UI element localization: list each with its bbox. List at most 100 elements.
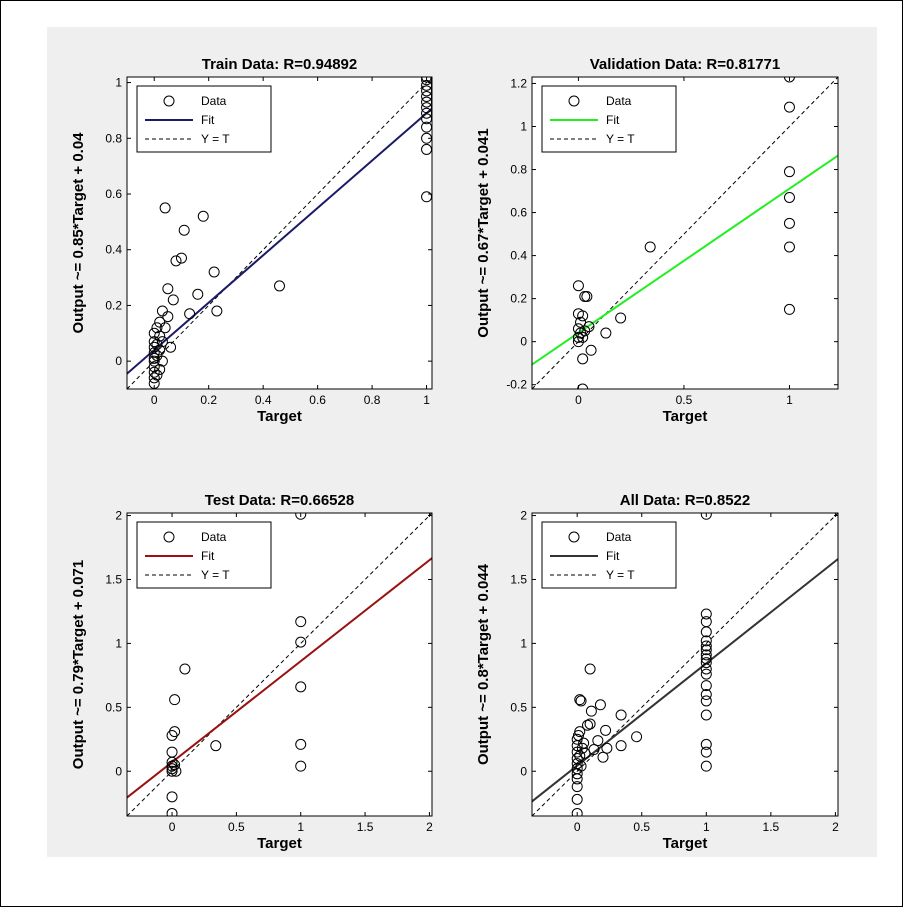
data-point <box>592 735 604 747</box>
legend-label-identity: Y = T <box>201 568 230 582</box>
data-point <box>295 513 307 520</box>
data-point <box>577 383 589 389</box>
y-tick-label: 2 <box>115 509 122 523</box>
legend-marker-data <box>163 531 175 543</box>
data-point <box>148 372 160 384</box>
data-point <box>166 746 178 758</box>
data-point <box>169 726 181 738</box>
data-point <box>700 657 712 669</box>
data-point <box>594 699 606 711</box>
figure-canvas: 0 0.2 0.4 0.6 0.8 1 0 0.2 0.4 0.6 0.8 1 Train Data: … <box>47 27 877 857</box>
data-point <box>154 364 166 375</box>
axes-box <box>531 512 839 817</box>
data-point <box>295 681 307 693</box>
plot-content <box>532 513 838 816</box>
data-point <box>148 361 160 373</box>
data-point <box>421 77 432 83</box>
data-point <box>151 369 163 381</box>
y-tick-label: 0 <box>115 354 122 368</box>
chart-title: Train Data: R=0.94892 <box>202 56 358 73</box>
data-point <box>148 352 160 364</box>
data-point <box>700 608 712 620</box>
data-point <box>700 649 712 661</box>
data-point <box>700 760 712 772</box>
data-point <box>700 513 712 520</box>
y-tick-label: 0.6 <box>105 187 122 201</box>
x-tick-label: 0.8 <box>364 393 381 407</box>
x-tick-label: 0 <box>574 820 581 834</box>
data-point <box>584 663 596 675</box>
data-point <box>700 644 712 656</box>
data-point <box>579 325 591 337</box>
data-point <box>579 747 591 759</box>
data-point <box>700 626 712 638</box>
x-axis-label: Target <box>257 408 302 425</box>
data-point <box>585 344 597 356</box>
data-point <box>148 341 160 353</box>
fit-line <box>127 107 432 375</box>
data-point <box>295 760 307 772</box>
legend-label-fit: Fit <box>606 549 620 563</box>
chart-panel-1: 0 0.2 0.4 0.6 0.8 1 0 0.2 0.4 0.6 0.8 1 Train Data: … <box>70 56 433 425</box>
x-tick-label: 0.5 <box>676 393 693 407</box>
axes-box <box>531 76 839 390</box>
y-tick-label: 1.5 <box>510 572 527 586</box>
data-point <box>169 694 181 706</box>
x-tick-label: 0.4 <box>255 393 272 407</box>
x-tick-label: 0 <box>575 393 582 407</box>
data-point <box>600 724 612 736</box>
data-point <box>162 283 174 295</box>
data-point <box>154 330 166 342</box>
data-point <box>156 336 168 348</box>
data-point <box>583 321 595 333</box>
data-point <box>148 347 160 359</box>
x-tick-label: 1 <box>703 820 710 834</box>
x-tick-label: 2 <box>426 820 433 834</box>
data-point <box>197 210 209 222</box>
data-point <box>575 695 587 707</box>
data-point <box>274 280 285 292</box>
data-point <box>162 311 174 323</box>
data-point <box>572 336 584 348</box>
x-tick-label: 0.2 <box>200 393 217 407</box>
y-tick-label: 0 <box>520 335 527 349</box>
x-tick-label: 0 <box>151 393 158 407</box>
data-point <box>166 765 178 777</box>
data-point <box>151 322 163 334</box>
data-point <box>585 705 597 717</box>
y-axis-label: Output ~= 0.8*Target + 0.044 <box>475 563 492 765</box>
data-point <box>574 694 586 706</box>
y-tick-label: 0 <box>520 764 527 778</box>
plot-content <box>532 77 838 389</box>
data-point <box>166 807 178 816</box>
y-tick-label: 1 <box>520 119 527 133</box>
data-point <box>169 759 181 771</box>
data-point <box>783 191 795 203</box>
y-tick-label: 0.8 <box>105 131 122 145</box>
data-point <box>295 738 307 750</box>
data-point <box>159 322 171 334</box>
legend-label-data: Data <box>201 94 227 108</box>
legend-label-fit: Fit <box>201 113 215 127</box>
legend-label-data: Data <box>606 530 632 544</box>
data-point <box>175 252 187 264</box>
data-point <box>700 738 712 750</box>
plot-content <box>127 513 432 816</box>
axes-box <box>126 76 433 390</box>
x-axis-label: Target <box>663 408 708 425</box>
chart-panel-2: 0 0.5 1 -0.2 0 0.2 0.4 0.6 0.8 1 1.2 Validation Dat… <box>475 56 839 425</box>
legend-label-fit: Fit <box>201 549 215 563</box>
data-point <box>571 793 583 805</box>
y-tick-label: 0.2 <box>510 292 527 306</box>
data-point <box>178 224 190 236</box>
data-point <box>597 751 609 763</box>
legend: Data Fit Y = T <box>541 521 677 589</box>
fit-line <box>127 557 432 799</box>
chart-title: Validation Data: R=0.81771 <box>590 56 781 73</box>
x-tick-label: 1 <box>297 820 304 834</box>
y-tick-label: 0.8 <box>510 163 527 177</box>
data-point <box>184 308 196 320</box>
x-tick-label: 1 <box>786 393 793 407</box>
data-point <box>577 331 589 343</box>
